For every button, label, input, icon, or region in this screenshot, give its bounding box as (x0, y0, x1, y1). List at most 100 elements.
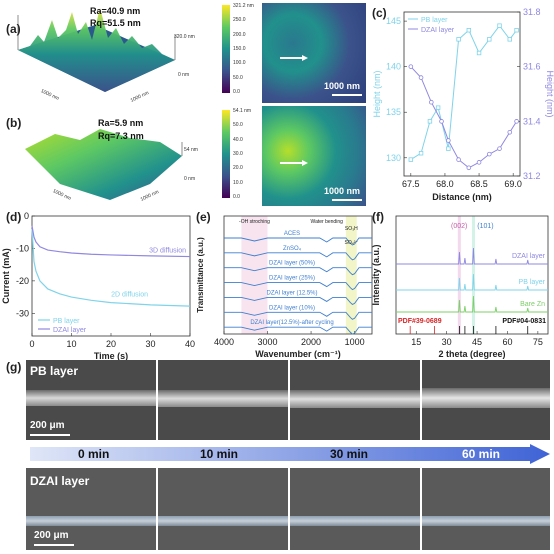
x-tick-label: 30 (442, 337, 452, 347)
photo-pb-10min (158, 360, 288, 440)
data-point (439, 119, 444, 124)
annotation-so4: SO₄²⁻ (345, 240, 359, 246)
x-tick-label: 1000 (345, 337, 365, 347)
panel-b-3d-surface (25, 129, 183, 200)
photo-pb-60min (422, 360, 550, 440)
legend-label: DZAI layer (421, 27, 455, 34)
data-point (446, 146, 451, 151)
series-line-pb (31, 228, 191, 307)
colorbar-b-tick: 10.0 (233, 179, 243, 186)
trace-label: DZAI layer (25%) (269, 276, 315, 282)
photo-pb-30min (290, 360, 420, 440)
annotation-002: (002) (451, 223, 467, 230)
panel-label-f: (f) (372, 210, 384, 224)
trace-label: DZAI layer (512, 253, 546, 260)
trace-label: ZnSO₄ (283, 246, 302, 252)
ftir-trace (224, 326, 372, 335)
x-tick-label: 68.0 (436, 179, 454, 189)
data-point (514, 119, 519, 124)
scale-bar-b: 1000 nm (324, 186, 361, 196)
ftir-trace (224, 311, 372, 320)
reference-label-zn: PDF#04-0831 (502, 318, 546, 325)
z-min-a: 0 nm (178, 72, 190, 78)
pb-layer-label: PB layer (30, 364, 79, 378)
x-tick-label: 4000 (214, 337, 234, 347)
data-point (466, 28, 472, 33)
x-tick-label: 10 (66, 339, 76, 349)
colorbar-b-ticks: 54.1 nm 50.0 40.0 30.0 20.0 10.0 0.0 (233, 108, 251, 200)
y-axis-label: Intensity (a.u.) (371, 244, 381, 305)
annotation-2d-diffusion: 2D diffusion (111, 291, 148, 298)
y-right-tick-label: 31.4 (523, 116, 541, 126)
xrd-trace (396, 295, 548, 313)
photo-dzai-10min (158, 468, 288, 550)
band-oh (241, 216, 268, 334)
x-tick-label: 69.0 (504, 179, 522, 189)
trace-label: DZAI layer (50%) (269, 261, 315, 267)
x-axis-label: Time (s) (94, 351, 128, 360)
z-max-a: 320.0 nm (174, 34, 195, 40)
data-point (418, 75, 424, 80)
y-right-tick-label: 31.8 (523, 7, 541, 17)
colorbar-a-tick: 0.0 (233, 88, 240, 95)
panel-label-g: (g) (6, 360, 22, 374)
data-point (418, 151, 424, 156)
panel-label-d: (d) (6, 210, 22, 224)
data-point (466, 165, 472, 171)
colorbar-a-tick: 250.0 (233, 17, 246, 24)
scale-bar-top-label: 200 μm (30, 420, 65, 431)
xrd-trace (396, 247, 548, 265)
x-tick-label: 15 (411, 337, 421, 347)
rq-value-a: Rq=51.5 nm (90, 18, 141, 28)
y-left-tick-label: 135 (386, 107, 401, 117)
x-tick-label: 45 (472, 337, 482, 347)
x-tick-label: 2000 (301, 337, 321, 347)
x-tick-label: 75 (533, 337, 543, 347)
band-002 (457, 216, 461, 334)
y-right-axis-label: Height (nm) (545, 70, 554, 117)
data-point (435, 105, 441, 110)
chart-f: 15 30 45 60 75 2 theta (degree) Intensity (a.u… (371, 215, 549, 359)
trace-label: PB layer (519, 279, 546, 286)
data-point (476, 50, 482, 56)
data-point (428, 99, 434, 105)
photo-dzai-30min (290, 468, 420, 550)
data-point (497, 23, 502, 28)
rq-value-b: Rq=7.3 nm (98, 131, 144, 141)
afm-map-b: 1000 nm (262, 106, 366, 206)
x-tick-label: 20 (106, 339, 116, 349)
chart-e: 4000 3000 2000 1000 Wavenumber (cm⁻¹) Transmi… (196, 215, 373, 359)
trace-label: ACES (284, 231, 300, 237)
annotation-water-bending: Water bending (311, 219, 344, 225)
y-left-axis-label: Height (nm) (372, 70, 382, 117)
y-axis-label: Transmittance (a.u.) (196, 237, 205, 313)
data-point (487, 37, 492, 42)
x-axis-label: 2 theta (degree) (438, 349, 505, 359)
colorbar-a-tick: 150.0 (233, 45, 246, 52)
afm-map-a: 1000 nm (262, 3, 366, 103)
panel-a-3d-surface (17, 8, 176, 92)
data-point (456, 37, 461, 42)
series-line-dzai (410, 66, 518, 169)
ra-value-b: Ra=5.9 nm (98, 118, 144, 128)
legend-label: DZAI layer (53, 327, 87, 334)
colorbar-a-tick: 321.2 nm (233, 3, 254, 9)
colorbar-a-tick: 200.0 (233, 31, 246, 38)
ra-value-a: Ra=40.9 nm (90, 6, 141, 16)
y-left-tick-label: 130 (386, 153, 401, 163)
data-point (408, 157, 414, 162)
data-point (497, 146, 502, 151)
legend-label: PB layer (421, 17, 448, 24)
colorbar-b-tick: 40.0 (233, 136, 243, 143)
z-min-b: 0 nm (184, 176, 196, 182)
colorbar-b-tick: 0.0 (233, 193, 240, 200)
colorbar-a-ticks: 321.2 nm 250.0 200.0 150.0 100.0 50.0 0.… (233, 3, 254, 95)
scale-bar-a: 1000 nm (324, 81, 361, 91)
y-tick-label: -20 (16, 276, 29, 286)
annotation-101: (101) (477, 223, 493, 230)
x-axis-label: Wavenumber (cm⁻¹) (255, 349, 340, 359)
time-label-60: 60 min (462, 447, 501, 461)
x-tick-label: 40 (185, 339, 195, 349)
ftir-trace (224, 252, 372, 261)
